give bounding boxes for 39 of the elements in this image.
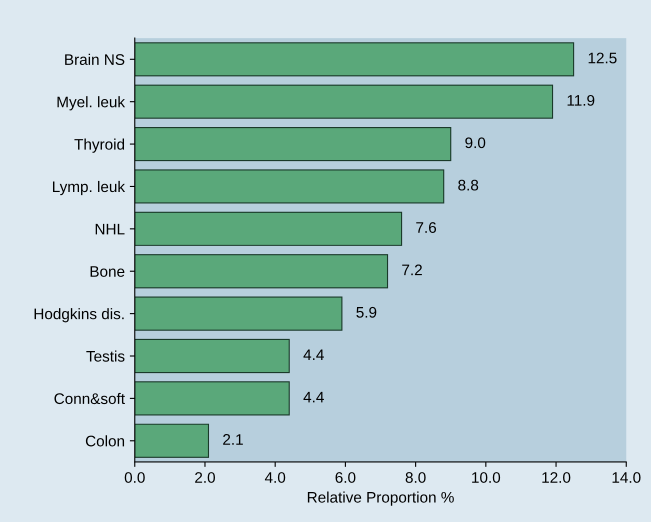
data-label: 8.8 xyxy=(458,180,478,191)
bar xyxy=(134,254,388,288)
x-tick-label: 6.0 xyxy=(336,472,356,483)
x-tick-label: 2.0 xyxy=(195,472,215,483)
data-label: 11.9 xyxy=(568,94,594,106)
bar xyxy=(134,126,452,162)
y-tick-label: Lymp. leuk xyxy=(52,180,126,196)
y-tick-label: Hodgkins dis. xyxy=(34,308,124,322)
bar xyxy=(134,424,210,458)
x-tick-label: 10.0 xyxy=(472,472,500,483)
y-tick-label: Conn&soft xyxy=(54,392,125,404)
data-label: 4.4 xyxy=(303,349,324,360)
bar xyxy=(134,296,342,331)
bar xyxy=(134,212,402,246)
x-tick-label: 14.0 xyxy=(612,472,641,483)
y-tick-label: Thyroid xyxy=(74,138,124,153)
data-label: 7.2 xyxy=(402,264,422,276)
y-tick-label: NHL xyxy=(96,224,125,234)
x-tick-label: 12.0 xyxy=(542,472,570,483)
x-axis-title: Relative Proportion % xyxy=(308,491,454,506)
y-tick-label: Myel. leuk xyxy=(58,96,126,110)
bar xyxy=(134,84,554,119)
y-tick-label: Brain NS xyxy=(65,54,124,65)
y-tick-label: Colon xyxy=(86,435,124,446)
bar xyxy=(134,42,574,76)
data-label: 7.6 xyxy=(416,222,436,233)
data-label: 9.0 xyxy=(465,137,486,148)
x-tick-label: 4.0 xyxy=(264,472,286,483)
bar xyxy=(134,381,290,416)
data-label: 2.1 xyxy=(223,434,243,445)
data-label: 5.9 xyxy=(356,306,376,318)
bar xyxy=(134,338,290,374)
x-tick-label: 0.0 xyxy=(124,472,145,483)
bar xyxy=(134,169,444,204)
y-tick-label: Testis xyxy=(86,350,124,362)
y-tick-label: Bone xyxy=(90,266,124,277)
x-tick-label: 8.0 xyxy=(406,472,426,483)
data-label: 4.4 xyxy=(303,392,324,402)
data-label: 12.5 xyxy=(588,52,617,64)
